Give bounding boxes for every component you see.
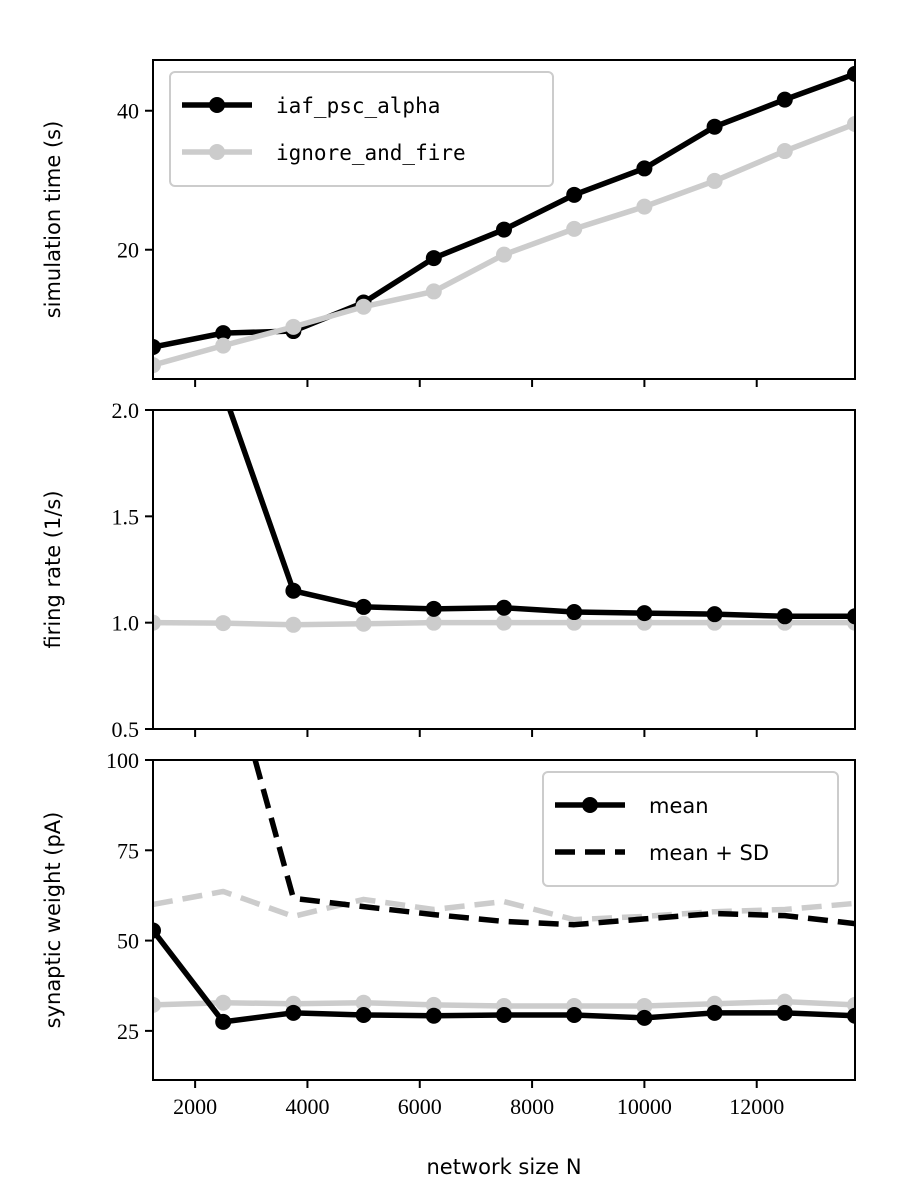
point <box>285 616 302 633</box>
legend-label: ignore_and_fire <box>276 141 466 165</box>
plot-area <box>153 760 855 1030</box>
point <box>496 1006 512 1023</box>
legend-box <box>169 71 554 187</box>
x-tick-label: 12000 <box>729 1094 784 1119</box>
y-tick-label: 1.5 <box>112 504 140 529</box>
x-tick-label: 2000 <box>173 1094 217 1119</box>
point <box>496 221 512 238</box>
point <box>425 1007 442 1024</box>
point <box>215 383 231 399</box>
point <box>496 614 512 631</box>
point <box>847 608 855 625</box>
y-tick-label: 1.0 <box>112 611 140 636</box>
point <box>566 604 583 621</box>
y-tick-label: 0.5 <box>112 717 140 742</box>
point <box>355 994 372 1011</box>
point <box>776 91 793 108</box>
point <box>496 246 512 263</box>
point <box>215 994 232 1011</box>
y-axis-label: simulation time (s) <box>41 121 65 319</box>
point <box>847 115 855 132</box>
point <box>566 220 583 237</box>
point <box>706 172 723 189</box>
point <box>776 993 793 1010</box>
y-tick-label: 100 <box>106 748 139 773</box>
point <box>636 1009 653 1026</box>
point <box>355 1006 372 1023</box>
point <box>847 1007 855 1024</box>
point <box>636 997 653 1014</box>
point <box>847 65 855 82</box>
point <box>285 1004 302 1021</box>
y-tick-label: 40 <box>117 99 139 124</box>
y-axis-label: firing rate (1/s) <box>41 490 65 648</box>
legend-label: iaf_psc_alpha <box>276 94 440 118</box>
point <box>153 996 161 1013</box>
axes-frame <box>152 409 856 730</box>
x-tick-label: 6000 <box>398 1094 442 1119</box>
legend-marker <box>582 797 598 813</box>
series-line <box>153 888 855 923</box>
point <box>566 1006 583 1023</box>
point <box>706 118 723 135</box>
point <box>425 600 442 617</box>
axes-frame <box>152 759 856 1081</box>
y-tick-label: 20 <box>117 238 139 263</box>
y-tick-label: 50 <box>117 929 139 954</box>
x-tick-label: 10000 <box>617 1094 672 1119</box>
point <box>776 1004 793 1021</box>
point <box>355 598 372 615</box>
point <box>566 186 583 203</box>
point <box>355 298 372 315</box>
point <box>636 160 653 177</box>
point <box>285 582 302 599</box>
point <box>425 250 442 267</box>
x-axis-label: network size N <box>426 1155 581 1179</box>
point <box>153 922 161 939</box>
point <box>215 615 232 632</box>
series-line <box>227 410 855 620</box>
point <box>285 318 302 335</box>
plot-area <box>153 65 855 374</box>
x-tick-label: 4000 <box>285 1094 329 1119</box>
point <box>425 614 442 631</box>
point <box>215 337 232 354</box>
point <box>636 198 653 215</box>
point <box>215 325 232 342</box>
point <box>355 615 372 632</box>
point <box>153 339 161 356</box>
plot-area <box>153 383 855 633</box>
legend-marker <box>209 97 225 113</box>
point <box>496 599 512 616</box>
series-line <box>252 760 855 928</box>
point <box>153 357 161 374</box>
point <box>706 1004 723 1021</box>
x-tick-label: 8000 <box>510 1094 554 1119</box>
y-axis-label: synaptic weight (pA) <box>41 812 65 1029</box>
legend-box <box>542 771 839 887</box>
legend-marker <box>209 144 225 160</box>
point <box>215 1013 232 1030</box>
point <box>776 608 793 625</box>
axes-frame <box>152 59 856 380</box>
point <box>153 614 161 631</box>
legend-label: mean + SD <box>649 841 769 865</box>
point <box>425 283 442 300</box>
y-tick-label: 25 <box>117 1019 139 1044</box>
point <box>776 143 793 160</box>
legend-label: mean <box>649 794 709 818</box>
point <box>636 605 653 622</box>
y-tick-label: 75 <box>117 838 139 863</box>
point <box>706 606 723 623</box>
y-tick-label: 2.0 <box>112 398 140 423</box>
